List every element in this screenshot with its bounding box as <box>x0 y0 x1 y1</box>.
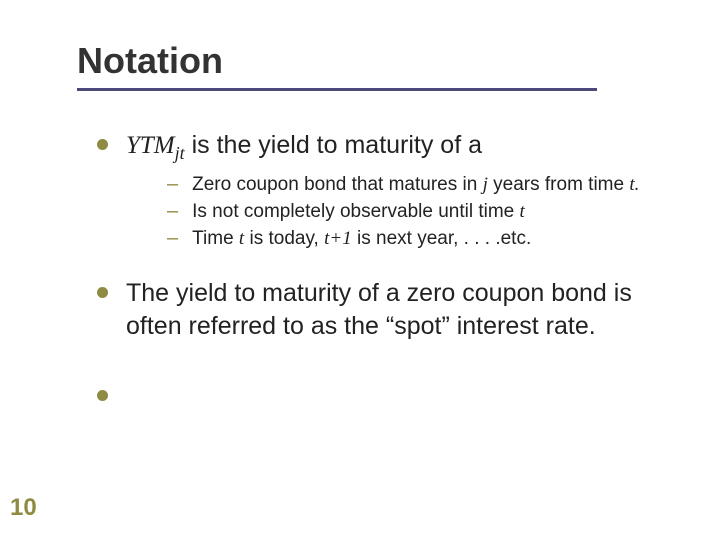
sb3-t2: t+1 <box>324 228 352 249</box>
spacer <box>97 360 665 370</box>
bullet-1-text: YTMjt is the yield to maturity of a <box>126 129 482 165</box>
spacer <box>97 350 665 360</box>
sb1-a: Zero coupon bond that matures in <box>192 174 482 195</box>
slide-title: Notation <box>55 40 665 82</box>
bullet-2: The yield to maturity of a zero coupon b… <box>97 277 665 342</box>
bullet-1-suffix: is the yield to maturity of a <box>185 131 482 159</box>
sb3-c: is next year, . . . .etc. <box>352 228 532 249</box>
spacer <box>97 370 665 380</box>
sub-bullet-3: – Time t is today, t+1 is next year, . .… <box>167 227 665 252</box>
sb3-a: Time <box>192 228 239 249</box>
dash-icon: – <box>167 173 178 196</box>
title-block: Notation <box>55 40 665 91</box>
slide: Notation YTMjt is the yield to maturity … <box>0 0 720 540</box>
sub-bullet-2: – Is not completely observable until tim… <box>167 200 665 225</box>
slide-content: YTMjt is the yield to maturity of a – Ze… <box>55 129 665 401</box>
dash-icon: – <box>167 200 178 223</box>
sb3-b: is today, <box>244 228 324 249</box>
sb2-t: t <box>520 201 525 222</box>
sb1-b: years from time <box>488 174 629 195</box>
ytm-subscript: jt <box>175 143 185 163</box>
bullet-3-empty <box>97 380 665 401</box>
title-underline <box>77 88 597 91</box>
sub-bullet-3-text: Time t is today, t+1 is next year, . . .… <box>192 227 531 252</box>
bullet-1: YTMjt is the yield to maturity of a <box>97 129 665 165</box>
sub-bullet-1: – Zero coupon bond that matures in j yea… <box>167 173 665 198</box>
bullet-dot-icon <box>97 139 108 150</box>
bullet-2-text: The yield to maturity of a zero coupon b… <box>126 277 665 342</box>
bullet-1-sublist: – Zero coupon bond that matures in j yea… <box>167 173 665 251</box>
dash-icon: – <box>167 227 178 250</box>
page-number: 10 <box>10 494 37 522</box>
ytm-symbol: YTM <box>126 132 175 159</box>
sub-bullet-2-text: Is not completely observable until time … <box>192 200 525 225</box>
bullet-dot-icon <box>97 287 108 298</box>
sb2-a: Is not completely observable until time <box>192 201 519 222</box>
bullet-dot-icon <box>97 390 108 401</box>
sub-bullet-1-text: Zero coupon bond that matures in j years… <box>192 173 639 198</box>
sb1-t: t. <box>629 174 639 195</box>
